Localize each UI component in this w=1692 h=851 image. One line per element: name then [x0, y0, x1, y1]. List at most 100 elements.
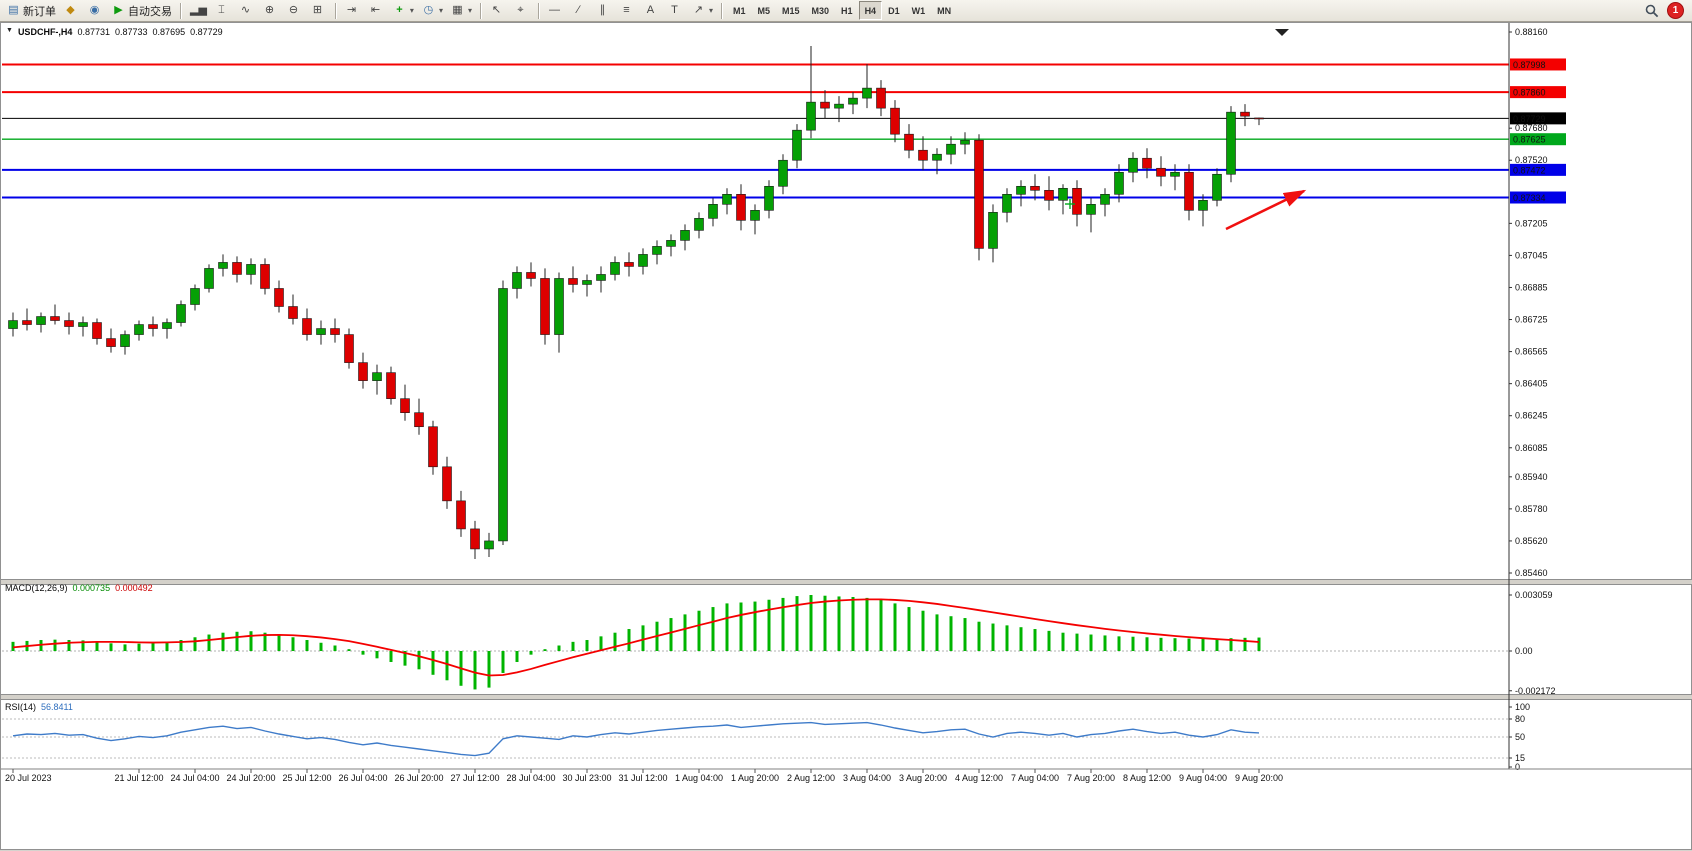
zoom-in-button[interactable]: ⊕ — [259, 1, 283, 21]
cursor-tool-button[interactable]: ↖ — [486, 1, 510, 21]
candle — [1254, 117, 1264, 120]
candle — [1058, 187, 1068, 201]
candle — [92, 322, 102, 339]
candle — [120, 334, 130, 347]
low-value: 0.87695 — [152, 27, 186, 37]
trendline-icon: ∕ — [577, 4, 580, 16]
text-label-tool-button[interactable]: T — [664, 1, 688, 21]
new-order-button[interactable]: ▤ 新订单 — [3, 1, 60, 21]
chart-profiles-icon: ◆ — [66, 4, 75, 16]
svg-text:31 Jul 12:00: 31 Jul 12:00 — [618, 773, 667, 783]
svg-text:0: 0 — [1515, 762, 1520, 772]
candle — [8, 320, 18, 329]
candle — [1226, 111, 1236, 175]
timeframe-button-M5[interactable]: M5 — [757, 5, 771, 16]
candle — [1072, 187, 1082, 215]
candle — [862, 87, 872, 99]
zoom-out-button[interactable]: ⊖ — [283, 1, 307, 21]
chart-shift-button[interactable]: ⇤ — [365, 1, 389, 21]
indicators-button[interactable]: + ▾ — [389, 1, 418, 21]
candle — [456, 500, 466, 530]
candle — [106, 338, 116, 347]
candle — [904, 133, 914, 151]
timeframe-button-H4[interactable]: H4 — [858, 1, 883, 20]
svg-text:0.86565: 0.86565 — [1515, 347, 1548, 357]
svg-text:0.85620: 0.85620 — [1515, 536, 1548, 546]
svg-text:24 Jul 04:00: 24 Jul 04:00 — [170, 773, 219, 783]
price-chart[interactable]: 0.88160 0.87680 0.87520 0.87205 0.87045 0.868… — [1, 23, 1692, 850]
candle — [274, 288, 284, 307]
price-badge — [1510, 112, 1566, 125]
svg-text:0.86885: 0.86885 — [1515, 282, 1548, 292]
candle — [1002, 194, 1012, 213]
search-button[interactable] — [1645, 4, 1659, 18]
search-icon — [1645, 4, 1659, 17]
arrows-tool-button[interactable]: ↗ ▾ — [688, 1, 717, 21]
timeframe-button-M1[interactable]: M1 — [732, 5, 746, 16]
trendline-tool-button[interactable]: ∕ — [568, 1, 592, 21]
templates-button[interactable]: ▦ ▾ — [447, 1, 476, 21]
candle — [750, 210, 760, 221]
svg-text:7 Aug 04:00: 7 Aug 04:00 — [1011, 773, 1059, 783]
chevron-down-icon: ▾ — [467, 6, 472, 15]
chart-window: 0.88160 0.87680 0.87520 0.87205 0.87045 0.868… — [0, 22, 1692, 850]
periods-button[interactable]: ◷ ▾ — [418, 1, 447, 21]
auto-scroll-button[interactable]: ⇥ — [341, 1, 365, 21]
high-value: 0.87733 — [115, 27, 148, 37]
channel-tool-button[interactable]: ∥ — [592, 1, 616, 21]
candlestick-chart-button[interactable]: ⌶ — [211, 1, 235, 21]
candle — [260, 264, 270, 289]
horizontal-level-lines[interactable] — [2, 63, 1509, 199]
candle — [960, 139, 970, 145]
notification-badge[interactable]: 1 — [1667, 2, 1684, 19]
fibonacci-tool-button[interactable]: ≡ — [616, 1, 640, 21]
candle — [526, 272, 536, 279]
chart-profiles-button[interactable]: ◆ — [60, 1, 84, 21]
timeframe-button-MN[interactable]: MN — [937, 5, 952, 16]
candle — [722, 194, 732, 205]
red-arrow-annotation[interactable] — [1225, 189, 1307, 231]
candle — [64, 320, 74, 327]
candle — [764, 185, 774, 211]
svg-text:7 Aug 20:00: 7 Aug 20:00 — [1067, 773, 1115, 783]
symbol-timeframe-label: USDCHF-,H4 — [17, 27, 73, 37]
autotrading-label: 自动交易 — [128, 5, 172, 18]
market-watch-button[interactable]: ◉ — [84, 1, 108, 21]
candle — [1170, 171, 1180, 177]
candle — [1212, 173, 1222, 201]
crosshair-tool-button[interactable]: ⌖ — [510, 1, 534, 21]
timeframe-button-M30[interactable]: M30 — [811, 5, 830, 16]
candle — [876, 87, 886, 109]
svg-text:0.87205: 0.87205 — [1515, 218, 1548, 228]
candle — [1142, 157, 1152, 169]
tile-windows-button[interactable]: ⊞ — [307, 1, 331, 21]
line-chart-button[interactable]: ∿ — [235, 1, 259, 21]
candle — [1044, 189, 1054, 201]
candle — [484, 540, 494, 550]
bar-chart-button[interactable]: ▂▅ — [186, 1, 211, 21]
close-value: 0.87729 — [190, 27, 223, 37]
candle — [834, 103, 844, 109]
text-tool-button[interactable]: A — [640, 1, 664, 21]
horizontal-line-tool-button[interactable]: — — [544, 1, 568, 21]
chart-shift-icon: ⇤ — [370, 4, 381, 16]
candle — [218, 262, 228, 269]
svg-text:0.87998: 0.87998 — [1513, 60, 1546, 70]
timeframe-button-H1[interactable]: H1 — [841, 5, 853, 16]
candle — [162, 322, 172, 329]
market-watch-icon: ◉ — [89, 4, 100, 16]
svg-text:20 Jul 2023: 20 Jul 2023 — [5, 773, 52, 783]
candle — [442, 466, 452, 502]
svg-text:1 Aug 20:00: 1 Aug 20:00 — [731, 773, 779, 783]
svg-text:24 Jul 20:00: 24 Jul 20:00 — [226, 773, 275, 783]
collapse-arrow-icon[interactable]: ▼ — [6, 27, 13, 34]
candle — [400, 398, 410, 413]
chart-shift-marker[interactable] — [1275, 29, 1289, 36]
candle — [778, 159, 788, 187]
timeframe-button-D1[interactable]: D1 — [888, 5, 900, 16]
candle — [540, 278, 550, 335]
autotrading-button[interactable]: ▶ 自动交易 — [108, 1, 176, 21]
svg-text:21 Jul 12:00: 21 Jul 12:00 — [114, 773, 163, 783]
timeframe-button-M15[interactable]: M15 — [782, 5, 800, 16]
timeframe-button-W1[interactable]: W1 — [911, 5, 926, 16]
